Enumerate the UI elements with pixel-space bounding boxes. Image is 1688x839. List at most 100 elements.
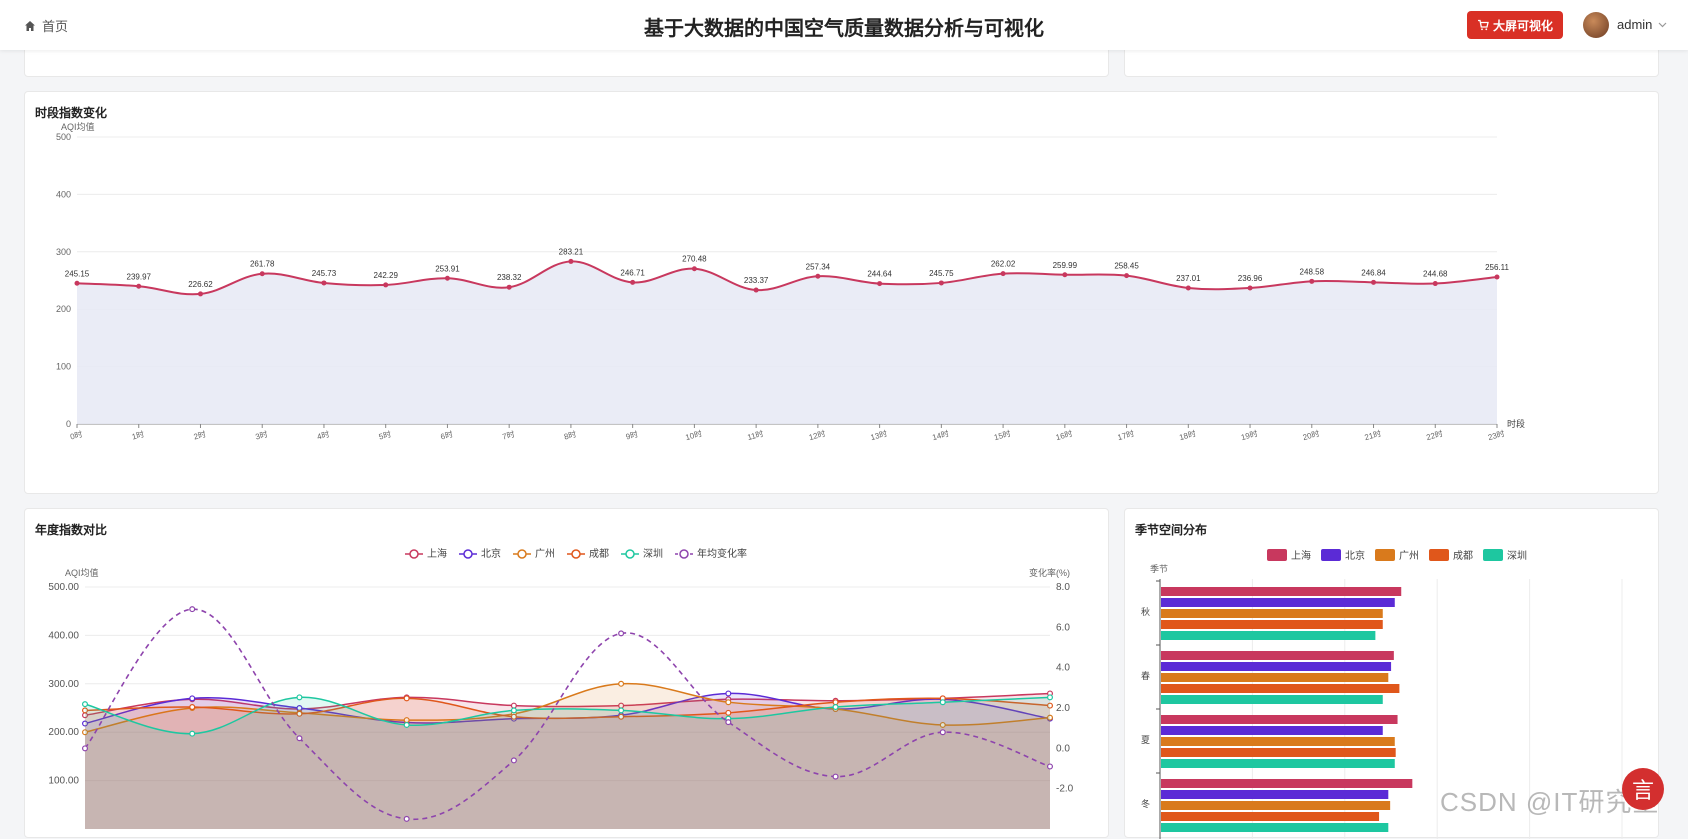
- data-point[interactable]: [815, 273, 821, 279]
- user-menu[interactable]: admin: [1617, 17, 1667, 32]
- legend-item[interactable]: 年均变化率: [675, 547, 747, 560]
- data-point[interactable]: [938, 280, 944, 286]
- data-point[interactable]: [725, 709, 732, 716]
- bar[interactable]: [1161, 737, 1395, 746]
- data-point[interactable]: [753, 287, 759, 293]
- data-point[interactable]: [136, 283, 142, 289]
- legend-item[interactable]: 北京: [459, 547, 501, 560]
- bar[interactable]: [1161, 587, 1402, 596]
- legend-item[interactable]: 北京: [1321, 549, 1365, 562]
- data-point[interactable]: [725, 719, 732, 726]
- data-point[interactable]: [81, 745, 88, 752]
- legend-item[interactable]: 广州: [1375, 549, 1419, 562]
- data-point[interactable]: [506, 284, 512, 290]
- data-point[interactable]: [618, 707, 625, 714]
- data-point[interactable]: [691, 266, 697, 272]
- home-link[interactable]: 首页: [24, 16, 68, 35]
- bar[interactable]: [1161, 684, 1400, 693]
- data-point[interactable]: [832, 704, 839, 711]
- data-point[interactable]: [321, 280, 327, 286]
- bar[interactable]: [1161, 801, 1391, 810]
- data-point[interactable]: [81, 720, 88, 727]
- data-point[interactable]: [296, 694, 303, 701]
- data-point[interactable]: [725, 690, 732, 697]
- legend-item[interactable]: 成都: [567, 548, 609, 560]
- bar[interactable]: [1161, 759, 1395, 768]
- data-point[interactable]: [1062, 272, 1068, 278]
- data-point[interactable]: [510, 713, 517, 720]
- x-tick-label: 9时: [625, 429, 640, 442]
- data-point[interactable]: [630, 279, 636, 285]
- bar[interactable]: [1161, 609, 1383, 618]
- legend-item[interactable]: 成都: [1429, 549, 1473, 562]
- data-point[interactable]: [383, 282, 389, 288]
- data-point[interactable]: [1371, 279, 1377, 285]
- data-point[interactable]: [81, 701, 88, 708]
- legend-item[interactable]: 上海: [1267, 549, 1311, 562]
- data-point[interactable]: [403, 721, 410, 728]
- data-point[interactable]: [725, 699, 732, 706]
- bar[interactable]: [1161, 726, 1383, 735]
- big-screen-button[interactable]: 大屏可视化: [1467, 11, 1563, 39]
- data-point[interactable]: [296, 735, 303, 742]
- data-point[interactable]: [939, 699, 946, 706]
- legend-label: 成都: [589, 548, 609, 560]
- data-point[interactable]: [510, 757, 517, 764]
- data-point[interactable]: [568, 258, 574, 264]
- data-point[interactable]: [296, 710, 303, 717]
- data-point[interactable]: [1309, 278, 1315, 284]
- bar[interactable]: [1161, 695, 1383, 704]
- data-point[interactable]: [189, 695, 196, 702]
- data-point[interactable]: [1124, 273, 1130, 279]
- data-point[interactable]: [81, 729, 88, 736]
- data-point[interactable]: [189, 704, 196, 711]
- data-point[interactable]: [444, 275, 450, 281]
- bar[interactable]: [1161, 673, 1389, 682]
- data-point[interactable]: [81, 707, 88, 714]
- bar[interactable]: [1161, 598, 1395, 607]
- bar[interactable]: [1161, 790, 1389, 799]
- data-point[interactable]: [1046, 763, 1053, 770]
- data-point[interactable]: [939, 721, 946, 728]
- bar[interactable]: [1161, 823, 1389, 832]
- chat-fab-button[interactable]: 言: [1622, 768, 1664, 810]
- avatar[interactable]: [1583, 12, 1609, 38]
- data-point[interactable]: [197, 291, 203, 297]
- data-point[interactable]: [832, 773, 839, 780]
- data-point[interactable]: [618, 630, 625, 637]
- data-point[interactable]: [510, 707, 517, 714]
- data-point[interactable]: [618, 713, 625, 720]
- legend-item[interactable]: 上海: [405, 547, 447, 560]
- bar[interactable]: [1161, 662, 1392, 671]
- bar[interactable]: [1161, 812, 1380, 821]
- yearly-chart-card: 年度指数对比 上海 北京 广州 成都 深圳 年均变化率 AQI均值 变化率(%) 100.00 2…: [24, 508, 1109, 838]
- bar[interactable]: [1161, 715, 1398, 724]
- legend-item[interactable]: 深圳: [1483, 549, 1527, 562]
- data-point[interactable]: [1046, 714, 1053, 721]
- data-point[interactable]: [1185, 285, 1191, 291]
- data-point[interactable]: [618, 680, 625, 687]
- legend-item[interactable]: 深圳: [621, 548, 663, 560]
- data-point[interactable]: [1046, 702, 1053, 709]
- data-point[interactable]: [510, 702, 517, 709]
- legend-item[interactable]: 广州: [513, 548, 555, 560]
- bar[interactable]: [1161, 748, 1396, 757]
- data-point[interactable]: [1046, 694, 1053, 701]
- data-point[interactable]: [403, 695, 410, 702]
- data-point[interactable]: [189, 730, 196, 737]
- data-point[interactable]: [1000, 271, 1006, 277]
- bar[interactable]: [1161, 620, 1383, 629]
- bar[interactable]: [1161, 631, 1376, 640]
- bar[interactable]: [1161, 779, 1413, 788]
- data-point[interactable]: [1494, 274, 1500, 280]
- data-point[interactable]: [939, 729, 946, 736]
- data-point[interactable]: [74, 280, 80, 286]
- data-point[interactable]: [189, 606, 196, 613]
- data-point[interactable]: [259, 271, 265, 277]
- data-point[interactable]: [403, 815, 410, 822]
- data-point[interactable]: [832, 699, 839, 706]
- data-point[interactable]: [1247, 285, 1253, 291]
- data-point[interactable]: [1432, 281, 1438, 287]
- data-point[interactable]: [877, 281, 883, 287]
- bar[interactable]: [1161, 651, 1394, 660]
